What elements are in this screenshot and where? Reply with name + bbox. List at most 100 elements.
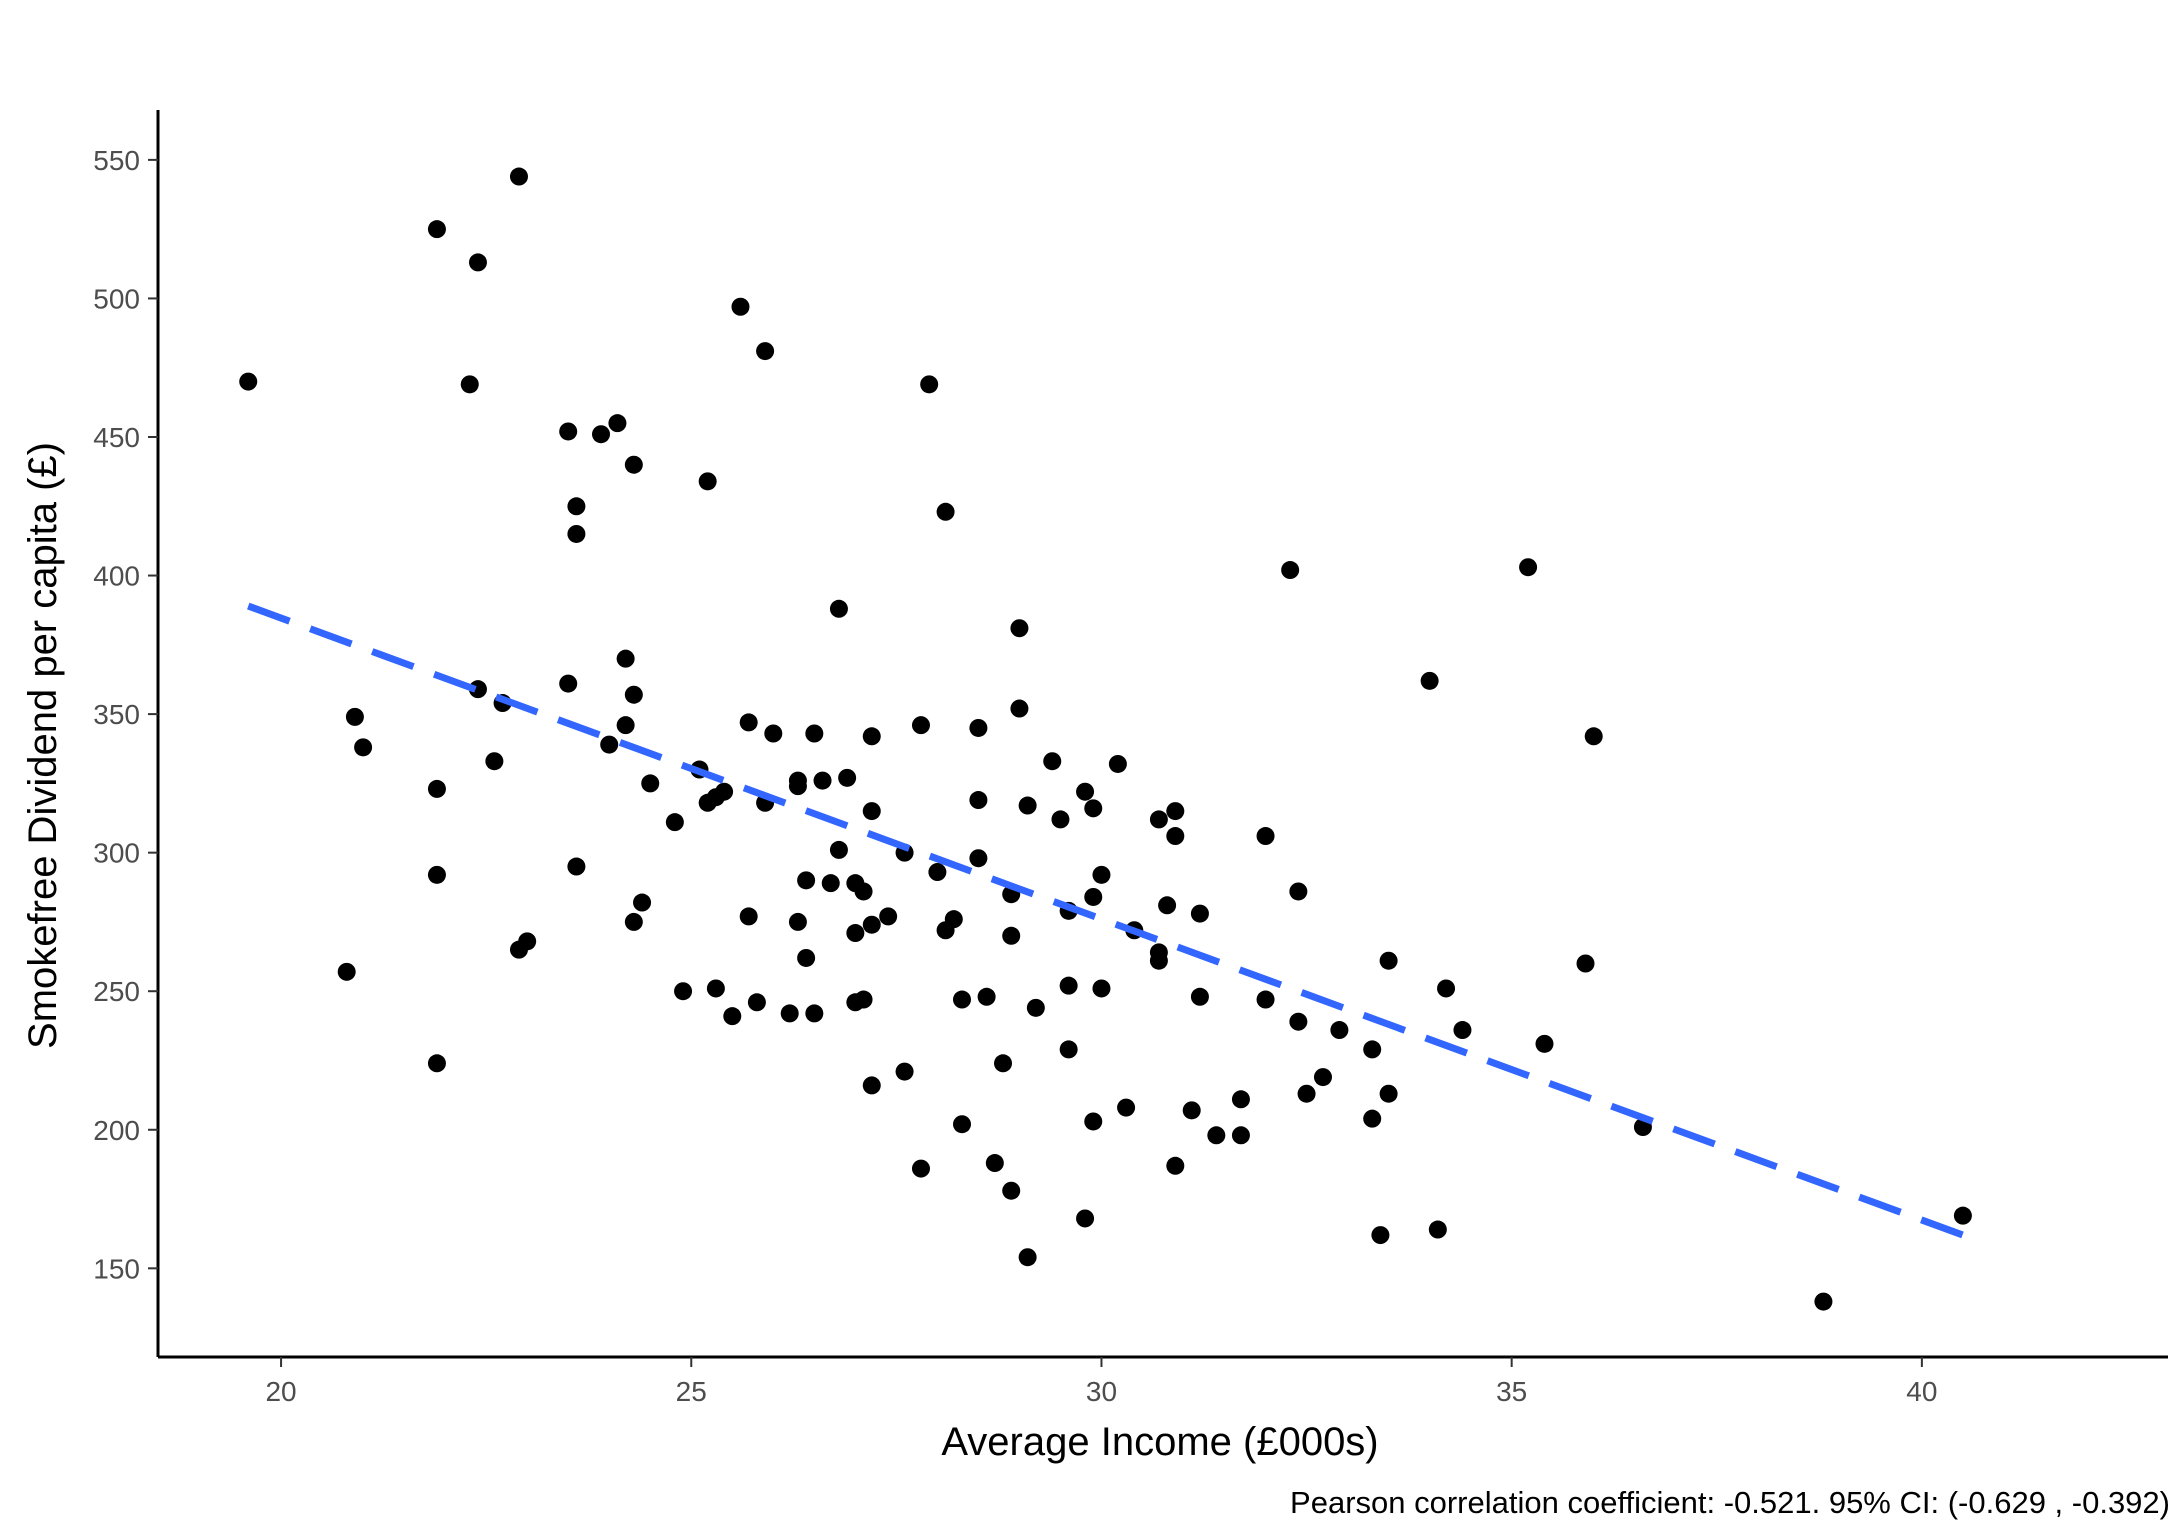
data-point bbox=[1437, 979, 1456, 998]
data-point bbox=[1149, 943, 1168, 962]
data-point bbox=[1231, 1090, 1250, 1109]
data-point bbox=[1363, 1109, 1382, 1128]
data-point bbox=[805, 1004, 824, 1023]
data-point bbox=[1363, 1040, 1382, 1059]
data-point bbox=[1576, 954, 1595, 973]
data-point bbox=[1018, 1248, 1037, 1267]
data-point bbox=[846, 924, 865, 943]
x-tick-label: 40 bbox=[1906, 1376, 1937, 1407]
data-point bbox=[1051, 810, 1070, 829]
y-axis-ticks: 150 200 250 300 350 400 450 500 550 bbox=[93, 145, 158, 1284]
data-point bbox=[337, 962, 356, 981]
data-point bbox=[854, 882, 873, 901]
data-point bbox=[1059, 1040, 1078, 1059]
data-point bbox=[953, 1115, 971, 1134]
data-point bbox=[1108, 754, 1127, 773]
data-point bbox=[592, 425, 611, 444]
data-point bbox=[829, 599, 848, 618]
data-point bbox=[1117, 1098, 1136, 1117]
data-point bbox=[1059, 976, 1078, 995]
data-point bbox=[1084, 799, 1103, 818]
data-point bbox=[969, 849, 988, 868]
data-point bbox=[854, 990, 873, 1009]
data-point bbox=[706, 979, 725, 998]
trend-line bbox=[247, 602, 1965, 1239]
data-point bbox=[879, 907, 898, 926]
data-point bbox=[1953, 1206, 1972, 1225]
data-point bbox=[1519, 558, 1538, 577]
data-point bbox=[920, 375, 939, 394]
data-point bbox=[567, 857, 586, 876]
data-point bbox=[559, 422, 578, 441]
data-point bbox=[944, 910, 963, 929]
data-point bbox=[969, 791, 988, 810]
data-point bbox=[427, 779, 446, 798]
data-point bbox=[780, 1004, 799, 1023]
data-point bbox=[1026, 998, 1045, 1017]
data-point bbox=[1092, 979, 1111, 998]
data-point bbox=[616, 649, 635, 668]
data-point bbox=[1010, 619, 1029, 638]
data-point bbox=[674, 982, 693, 1001]
x-tick-label: 35 bbox=[1496, 1376, 1527, 1407]
y-tick-label: 200 bbox=[93, 1115, 140, 1146]
data-point bbox=[1453, 1021, 1472, 1040]
data-point bbox=[1166, 1156, 1185, 1175]
y-tick-label: 250 bbox=[93, 976, 140, 1007]
data-point bbox=[911, 1159, 930, 1178]
data-point bbox=[354, 738, 373, 757]
data-point bbox=[1158, 896, 1177, 915]
data-point bbox=[1166, 802, 1185, 821]
points-layer bbox=[239, 167, 1972, 1311]
data-point bbox=[1076, 1209, 1095, 1228]
data-point bbox=[1084, 887, 1103, 906]
x-tick-label: 20 bbox=[265, 1376, 296, 1407]
data-point bbox=[1149, 810, 1168, 829]
data-point bbox=[239, 372, 258, 391]
y-tick-label: 450 bbox=[93, 422, 140, 453]
data-point bbox=[797, 871, 816, 890]
data-point bbox=[797, 948, 816, 967]
data-point bbox=[1207, 1126, 1226, 1145]
data-point bbox=[1166, 827, 1185, 846]
x-tick-label: 30 bbox=[1086, 1376, 1117, 1407]
data-point bbox=[805, 724, 824, 743]
data-point bbox=[1182, 1101, 1201, 1120]
data-point bbox=[427, 1054, 446, 1073]
data-point bbox=[911, 716, 930, 735]
data-point bbox=[756, 342, 775, 361]
data-point bbox=[1092, 865, 1111, 884]
data-point bbox=[624, 455, 643, 474]
data-point bbox=[567, 524, 586, 543]
data-point bbox=[1428, 1220, 1447, 1239]
data-point bbox=[1256, 827, 1275, 846]
data-point bbox=[739, 907, 758, 926]
data-point bbox=[1330, 1021, 1349, 1040]
data-point bbox=[862, 727, 881, 746]
data-point bbox=[608, 414, 627, 433]
data-point bbox=[1256, 990, 1275, 1009]
data-point bbox=[641, 774, 660, 793]
data-point bbox=[1289, 882, 1308, 901]
data-point bbox=[1535, 1034, 1554, 1053]
data-point bbox=[1190, 987, 1209, 1006]
data-point bbox=[838, 768, 857, 787]
data-point bbox=[485, 752, 504, 771]
data-point bbox=[633, 893, 652, 912]
data-point bbox=[1084, 1112, 1103, 1131]
data-point bbox=[715, 782, 734, 801]
data-point bbox=[1010, 699, 1029, 718]
data-point bbox=[345, 707, 364, 726]
data-point bbox=[624, 912, 643, 931]
data-point bbox=[1002, 1181, 1021, 1200]
data-point bbox=[821, 874, 840, 893]
data-point bbox=[616, 716, 635, 735]
data-point bbox=[624, 685, 643, 704]
data-point bbox=[1420, 671, 1439, 690]
data-point bbox=[862, 1076, 881, 1095]
data-point bbox=[788, 912, 807, 931]
y-tick-label: 400 bbox=[93, 561, 140, 592]
y-tick-label: 150 bbox=[93, 1253, 140, 1284]
data-point bbox=[468, 253, 487, 272]
